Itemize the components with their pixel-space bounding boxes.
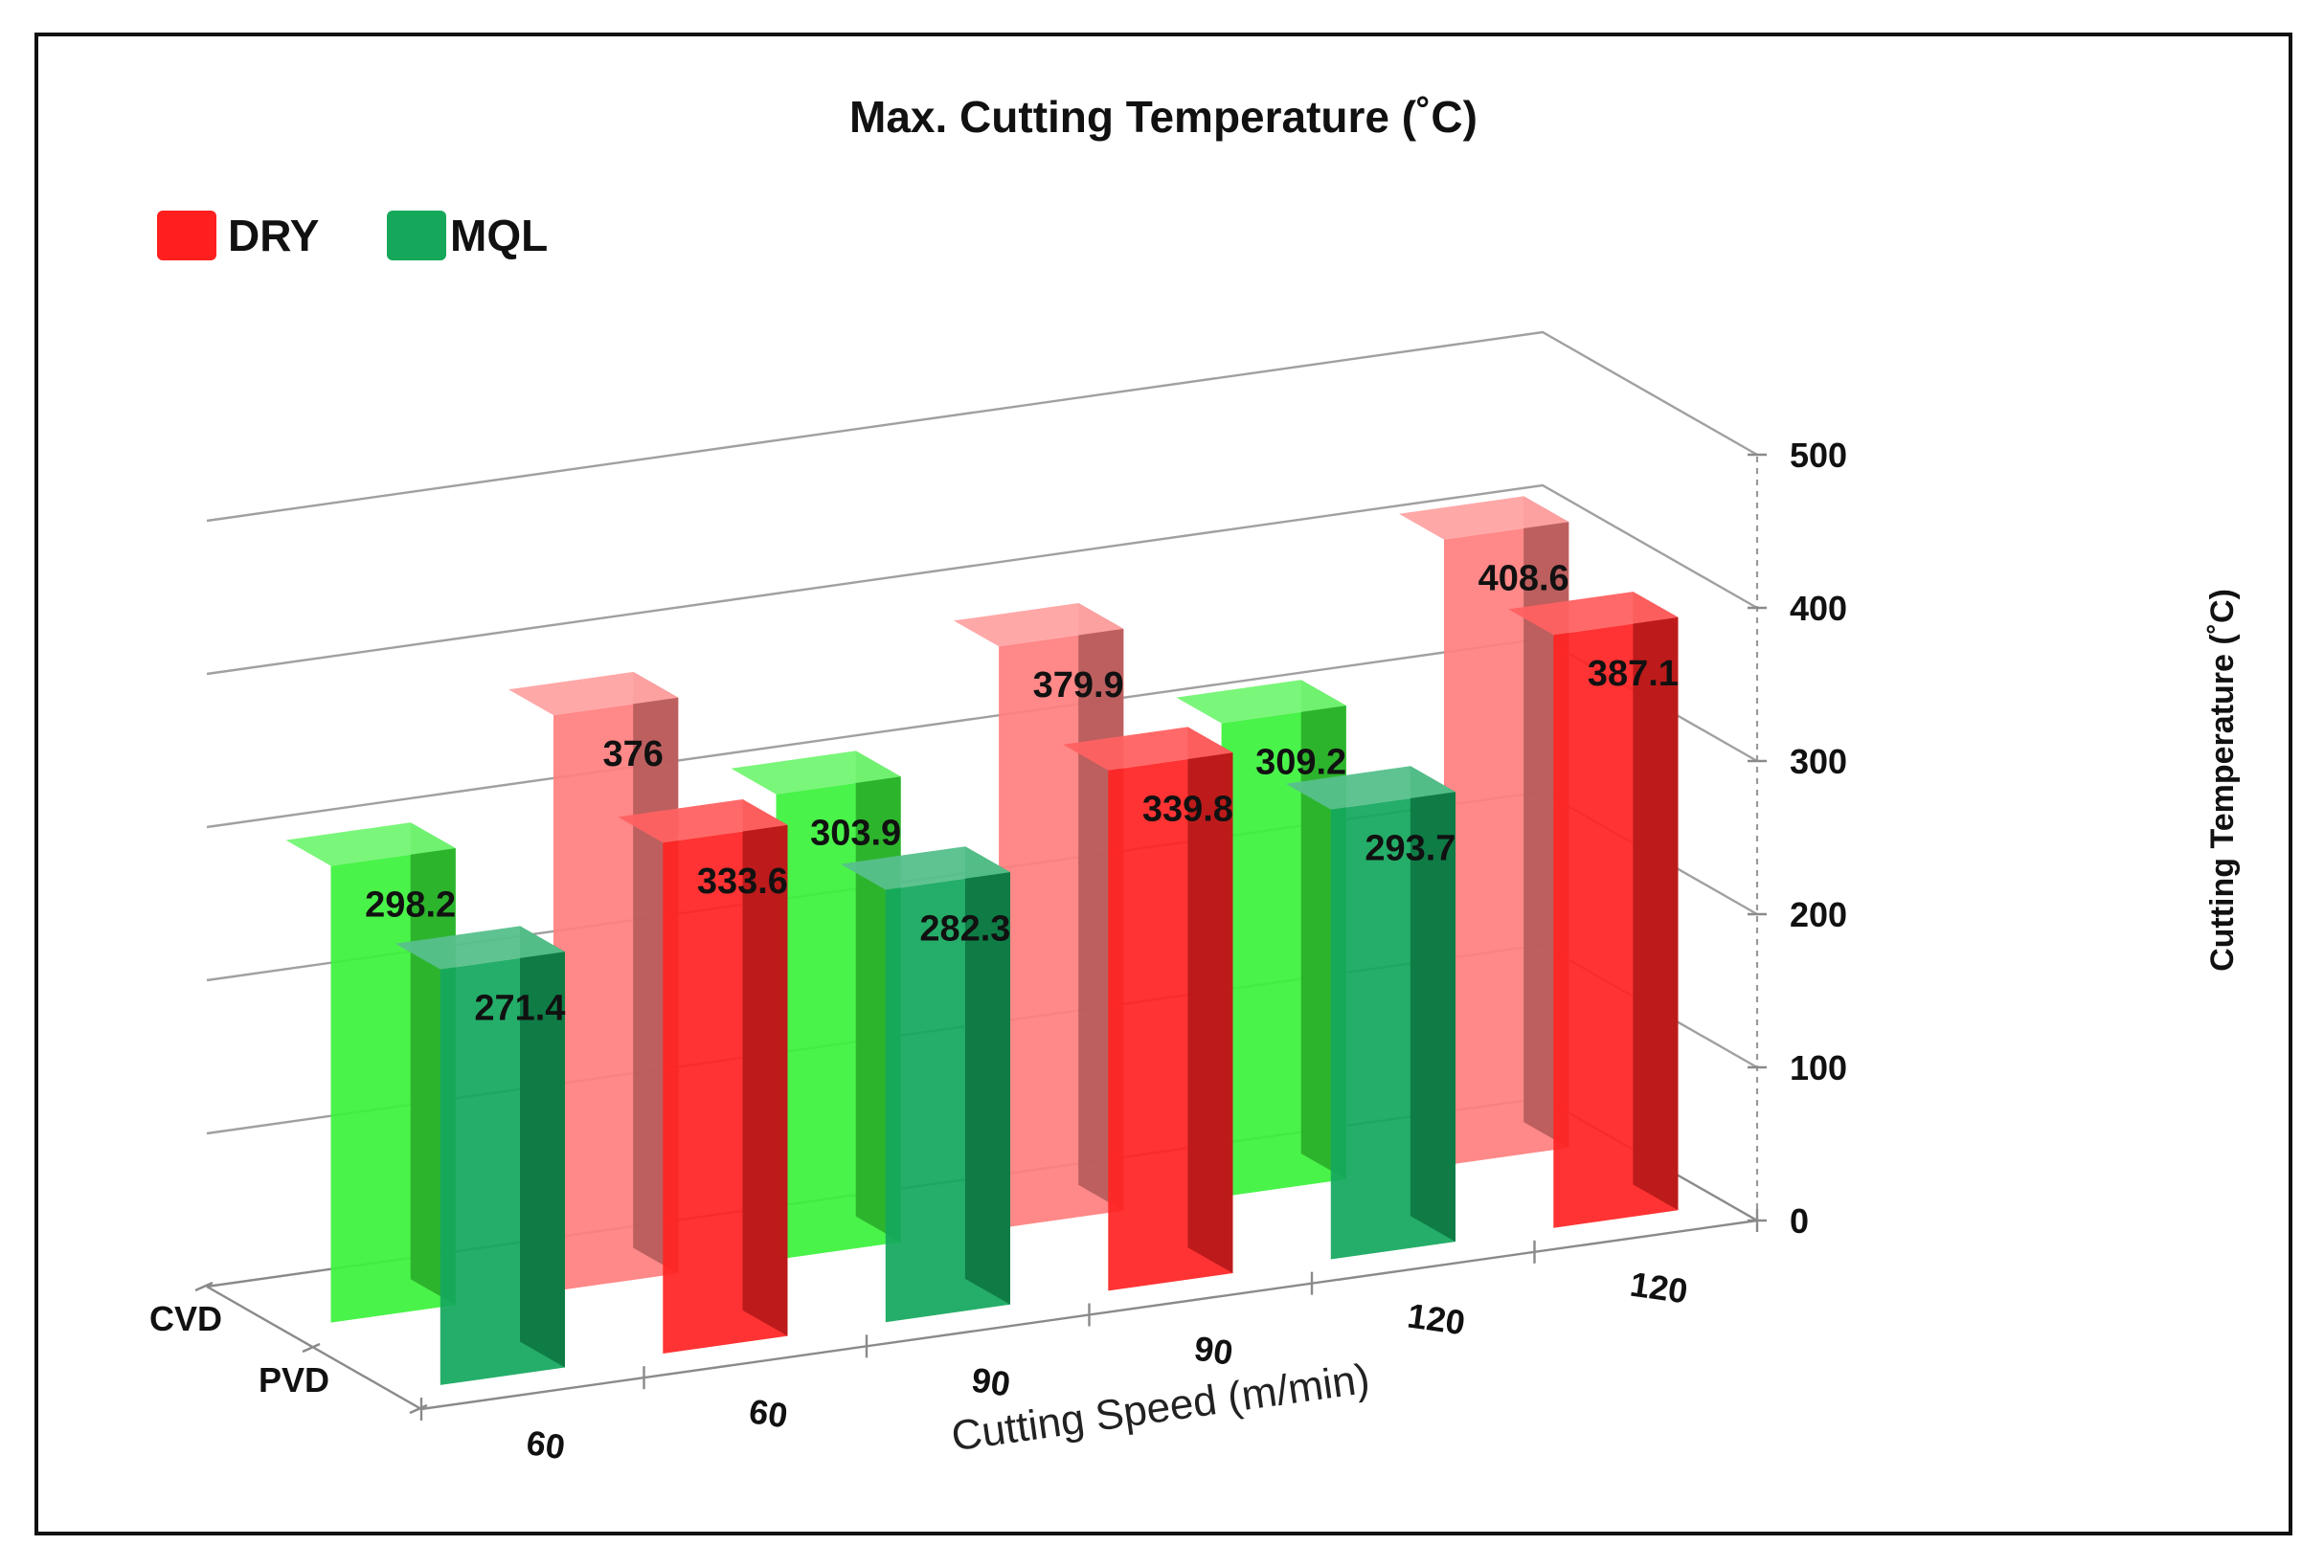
gridline-500: [206, 330, 1758, 523]
bar-cvd-mql: 309.2: [1176, 680, 1346, 1198]
legend: DRY MQL: [157, 211, 548, 260]
x-tick-label: 120: [1405, 1295, 1467, 1342]
x-tick-label: 120: [1628, 1265, 1690, 1311]
data-label-cvd: 376: [602, 734, 663, 774]
bar-pvd-dry: 333.6: [618, 799, 788, 1354]
legend-label-mql: MQL: [450, 211, 548, 260]
gridline-400: [206, 483, 1758, 676]
data-label-cvd: 298.2: [365, 885, 456, 925]
z-tick-mark-1: [302, 1342, 321, 1354]
chart-title: Max. Cutting Temperature (˚C): [849, 92, 1478, 142]
x-axis: 60 60 90 90 120 120 CVD PVD: [149, 1209, 1759, 1467]
data-label-pvd: 387.1: [1588, 654, 1679, 694]
data-label-cvd: 303.9: [810, 813, 901, 853]
y-tick-label-0: 0: [1790, 1201, 1809, 1241]
y-axis: 0 100 200 300 400 500: [1748, 436, 1847, 1241]
legend-label-dry: DRY: [228, 211, 319, 260]
data-label-pvd: 293.7: [1365, 828, 1455, 868]
data-label-cvd: 408.6: [1478, 558, 1569, 598]
x-tick-label: 90: [1192, 1329, 1235, 1373]
bar-pvd-mql: 293.7: [1285, 766, 1455, 1260]
y-tick-label-200: 200: [1790, 895, 1847, 934]
x-tick-label: 90: [969, 1359, 1012, 1403]
z-tick-label-pvd: PVD: [259, 1360, 329, 1400]
data-label-pvd: 271.4: [474, 988, 565, 1028]
data-label-cvd: 309.2: [1255, 742, 1346, 782]
bar-pvd-mql: 282.3: [840, 846, 1010, 1323]
data-label-pvd: 339.8: [1142, 789, 1233, 829]
data-label-pvd: 333.6: [697, 862, 788, 902]
z-tick-mark-2: [194, 1281, 214, 1292]
y-tick-label-100: 100: [1790, 1048, 1847, 1087]
x-tick-label: 60: [524, 1422, 567, 1467]
z-tick-mark-0: [409, 1403, 428, 1415]
data-label-cvd: 379.9: [1033, 665, 1124, 706]
data-label-pvd: 282.3: [919, 908, 1010, 949]
y-tick-label-500: 500: [1790, 436, 1847, 475]
legend-swatch-mql: [387, 211, 446, 260]
bar-pvd-dry: 339.8: [1063, 727, 1233, 1291]
bar-pvd-mql: 271.4: [395, 926, 565, 1385]
y-tick-label-400: 400: [1790, 589, 1847, 628]
bars: 298.2 376 303.9 379.9 309.2 408.6 271.4 333.6 28…: [285, 496, 1679, 1385]
bar-pvd-dry: 387.1: [1508, 592, 1679, 1228]
z-tick-label-cvd: CVD: [149, 1299, 222, 1338]
x-tick-label: 60: [747, 1391, 790, 1435]
y-tick-label-300: 300: [1790, 742, 1847, 781]
legend-swatch-dry: [157, 211, 216, 260]
y-axis-label: Cutting Temperature (˚C): [2204, 589, 2241, 972]
